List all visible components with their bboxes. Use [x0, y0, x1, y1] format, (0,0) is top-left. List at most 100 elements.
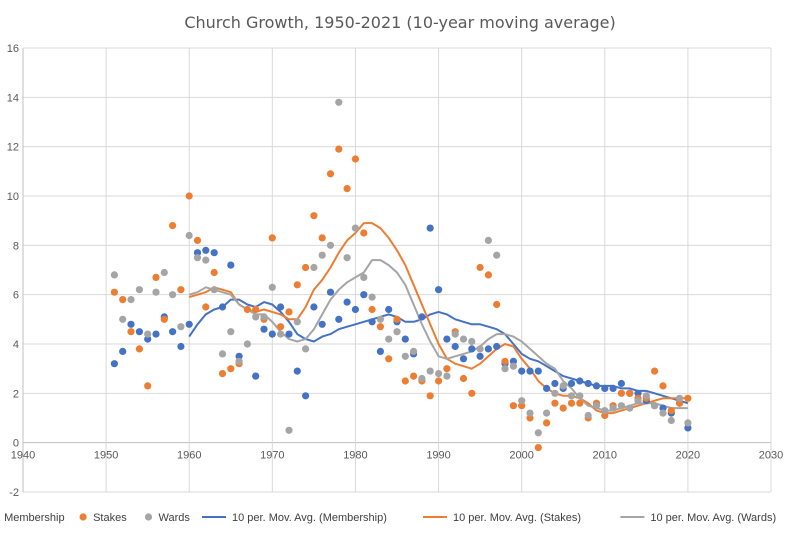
y-tick-label: -2: [9, 487, 19, 499]
data-point: [493, 251, 501, 259]
data-point: [667, 416, 675, 425]
x-tick-label: 1970: [260, 450, 284, 462]
data-point: [360, 273, 368, 281]
data-point: [543, 409, 551, 417]
data-point: [127, 328, 135, 336]
data-point: [626, 389, 634, 397]
data-point: [526, 409, 534, 417]
data-point: [601, 384, 609, 392]
data-point: [385, 305, 393, 314]
data-point: [667, 407, 675, 415]
x-tick-label: 1940: [11, 450, 35, 462]
data-point: [368, 293, 376, 301]
data-point: [567, 399, 576, 407]
data-point: [518, 397, 526, 405]
data-point: [543, 384, 551, 392]
data-point: [177, 286, 185, 294]
x-tick-label: 2010: [593, 450, 617, 462]
chart-title: Church Growth, 1950-2021 (10-year moving…: [184, 13, 615, 32]
x-tick-label: 2020: [676, 450, 700, 462]
data-point: [626, 404, 634, 412]
legend-entry: 10 per. Mov. Avg. (Wards): [620, 512, 776, 524]
data-point: [493, 300, 501, 309]
data-point: [144, 382, 152, 390]
legend-label: 10 per. Mov. Avg. (Stakes): [453, 512, 581, 524]
data-point: [684, 394, 692, 402]
data-point: [185, 320, 193, 328]
data-point: [193, 254, 202, 262]
y-tick-label: 16: [7, 43, 19, 55]
data-point: [376, 347, 384, 355]
data-point: [501, 365, 509, 373]
y-tick-label: 0: [13, 438, 19, 450]
data-point: [484, 236, 492, 244]
data-point: [484, 271, 492, 279]
data-point: [326, 170, 335, 178]
data-point: [277, 330, 285, 338]
data-point: [476, 352, 484, 360]
data-point: [169, 328, 177, 336]
data-point: [551, 399, 559, 407]
data-point: [318, 320, 326, 328]
data-point: [335, 315, 343, 323]
y-tick-label: 8: [13, 240, 19, 252]
data-point: [318, 234, 326, 242]
data-point: [202, 246, 210, 254]
legend-label: Wards: [159, 512, 191, 524]
data-point: [260, 325, 268, 333]
data-point: [651, 402, 659, 410]
data-point: [110, 288, 118, 296]
data-point: [576, 377, 584, 385]
data-point: [634, 389, 642, 397]
legend-marker: [144, 513, 153, 521]
data-point: [169, 291, 177, 299]
x-tick-label: 1960: [177, 450, 201, 462]
data-point: [268, 330, 276, 338]
data-point: [676, 394, 684, 402]
data-point: [576, 392, 584, 400]
data-point: [135, 328, 143, 336]
data-point: [551, 389, 559, 397]
legend-entry: 10 per. Mov. Avg. (Stakes): [423, 512, 581, 524]
legend-label: Membership: [4, 512, 65, 524]
data-point: [659, 404, 667, 412]
data-point: [310, 303, 318, 311]
data-point: [252, 305, 260, 314]
data-point: [218, 370, 227, 378]
data-point: [193, 236, 202, 244]
data-point: [476, 345, 484, 353]
data-point: [567, 379, 576, 388]
legend-entry: Wards: [144, 512, 191, 524]
data-point: [243, 340, 251, 348]
data-point: [160, 315, 168, 323]
x-tick-label: 2000: [509, 450, 533, 462]
y-tick-label: 4: [13, 339, 19, 351]
x-tick-label: 1950: [94, 450, 118, 462]
data-point: [642, 392, 650, 400]
data-point: [302, 345, 310, 353]
data-point: [435, 377, 443, 385]
data-point: [468, 345, 476, 353]
data-point: [351, 305, 359, 314]
y-tick-labels: -2 0 2 4 6 8 10 12 14 16: [7, 43, 19, 499]
data-point: [376, 315, 384, 323]
data-point: [476, 263, 484, 272]
y-tick-label: 12: [7, 142, 19, 154]
data-point: [144, 335, 152, 343]
data-point: [152, 273, 160, 281]
data-point: [684, 419, 692, 427]
data-point: [360, 291, 368, 299]
data-point: [218, 303, 227, 311]
data-point: [110, 360, 118, 368]
data-point: [651, 367, 659, 375]
data-point: [592, 382, 601, 390]
data-point: [243, 305, 251, 314]
data-point: [426, 224, 434, 232]
data-point: [210, 249, 218, 257]
data-point: [351, 155, 359, 163]
legend-entry: 10 per. Mov. Avg. (Membership): [202, 512, 387, 524]
data-point: [443, 365, 451, 373]
data-point: [310, 263, 318, 272]
